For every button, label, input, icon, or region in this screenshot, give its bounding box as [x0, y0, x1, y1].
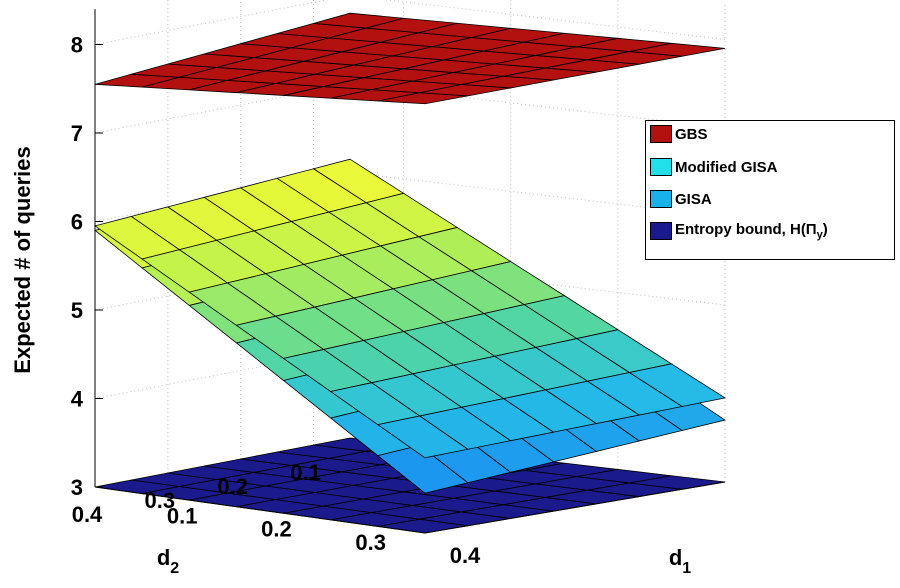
d2-tick-label: 0.4 [72, 502, 103, 527]
legend-swatch-modified-gisa [650, 158, 672, 176]
surface-modified-gisa [94, 158, 727, 459]
d2-tick-label: 0.1 [290, 460, 321, 485]
tick-labels: 3 4 5 6 7 8 0.1 0.2 0.3 0.4 0.1 0.2 0.3 0.4 [71, 33, 481, 569]
legend-swatch-gbs [650, 125, 672, 143]
legend-label-entropy-bound: Entropy bound, H(Πy) [675, 221, 828, 241]
z-tick-label: 7 [71, 121, 83, 146]
axes-lines [94, 9, 726, 534]
z-tick-label: 4 [71, 387, 84, 412]
z-tick-label: 3 [71, 475, 83, 500]
legend-item-gisa: GISA [650, 189, 712, 209]
d2-tick-label: 0.3 [145, 488, 176, 513]
d1-tick-label: 0.2 [261, 517, 292, 542]
legend-item-modified-gisa: Modified GISA [650, 157, 778, 177]
d1-tick-label: 0.3 [355, 530, 386, 555]
legend-label-gbs: GBS [675, 125, 708, 143]
z-tick-label: 8 [71, 33, 83, 58]
d1-tick-label: 0.1 [167, 504, 198, 529]
surface-patch [628, 363, 727, 407]
legend-label-modified-gisa: Modified GISA [675, 158, 778, 176]
z-tick-label: 6 [71, 210, 83, 235]
d2-tick-label: 0.2 [217, 474, 248, 499]
d1-tick-label: 0.4 [450, 543, 481, 568]
z-tick-label: 5 [71, 298, 83, 323]
surface-gbs [94, 12, 726, 105]
legend-item-gbs: GBS [650, 124, 708, 144]
legend-swatch-gisa [650, 190, 672, 208]
y-axis-label: d2 [157, 545, 179, 577]
legend-swatch-entropy-bound [650, 222, 672, 240]
surface-patch [629, 42, 726, 57]
x-axis-label: d1 [669, 545, 691, 577]
surfaces [94, 12, 727, 534]
base-axes [94, 481, 726, 534]
z-axis-label: Expected # of queries [10, 146, 35, 373]
legend: GBS Modified GISA GISA Entropy bound, H(… [645, 120, 895, 260]
legend-item-entropy-bound: Entropy bound, H(Πy) [650, 221, 828, 241]
legend-label-gisa: GISA [675, 190, 712, 208]
